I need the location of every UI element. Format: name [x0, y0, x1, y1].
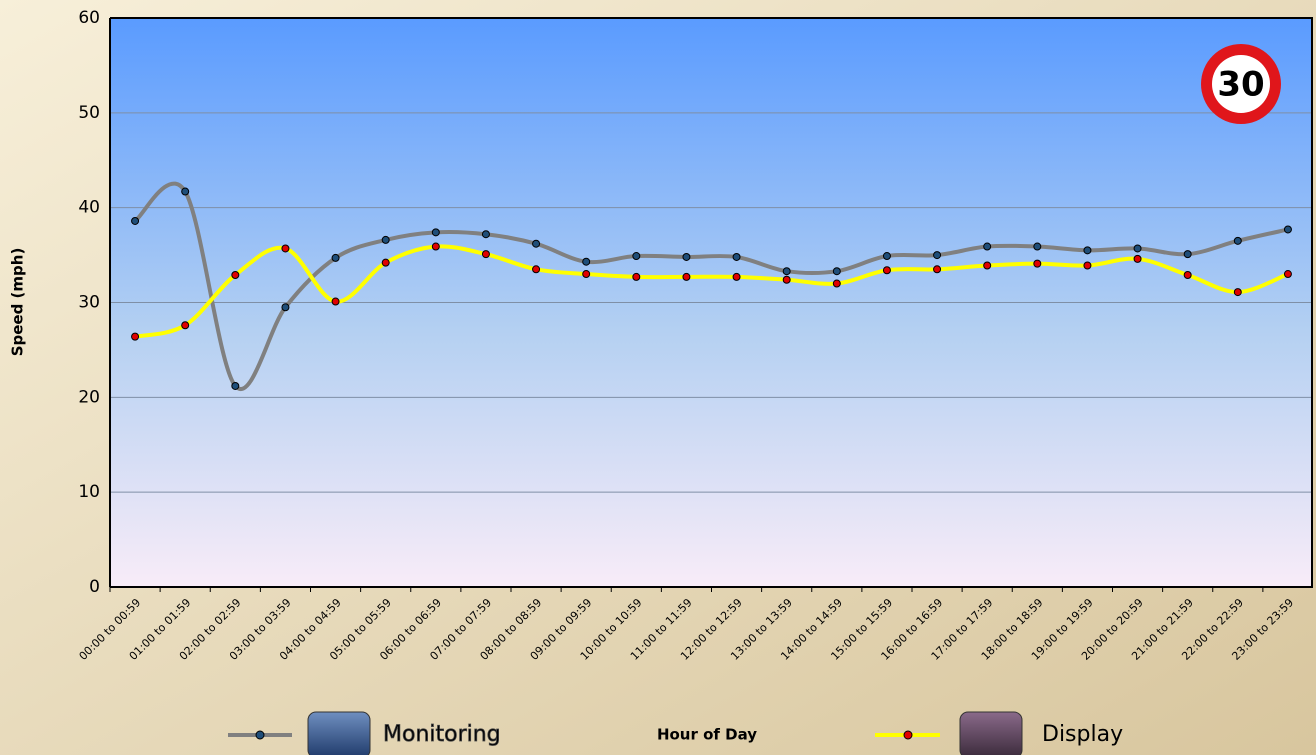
data-point	[382, 259, 389, 266]
legend-icon	[308, 712, 370, 755]
data-point	[1234, 237, 1241, 244]
x-axis-label: Hour of Day	[657, 726, 757, 744]
data-point	[934, 266, 941, 273]
data-point	[382, 236, 389, 243]
data-point	[683, 253, 690, 260]
data-point	[984, 243, 991, 250]
data-point	[1134, 255, 1141, 262]
plot-border	[1311, 18, 1313, 587]
data-point	[1234, 289, 1241, 296]
legend-label: Monitoring	[383, 722, 501, 747]
data-point	[783, 276, 790, 283]
data-point	[934, 252, 941, 259]
data-point	[583, 271, 590, 278]
legend-marker	[904, 731, 912, 739]
data-point	[232, 271, 239, 278]
data-point	[883, 253, 890, 260]
y-tick-label: 60	[78, 8, 100, 28]
y-tick-label: 40	[78, 198, 100, 218]
data-point	[533, 266, 540, 273]
y-tick-label: 30	[78, 293, 100, 313]
data-point	[733, 273, 740, 280]
data-point	[282, 245, 289, 252]
data-point	[833, 280, 840, 287]
data-point	[633, 253, 640, 260]
data-point	[482, 231, 489, 238]
data-point	[883, 267, 890, 274]
data-point	[533, 240, 540, 247]
sign-text: 30	[1217, 65, 1264, 105]
data-point	[1034, 243, 1041, 250]
data-point	[984, 262, 991, 269]
data-point	[1284, 226, 1291, 233]
data-point	[132, 333, 139, 340]
data-point	[232, 382, 239, 389]
data-point	[1184, 251, 1191, 258]
data-point	[1034, 260, 1041, 267]
data-point	[132, 217, 139, 224]
data-point	[733, 253, 740, 260]
data-point	[432, 243, 439, 250]
data-point	[1284, 271, 1291, 278]
y-tick-label: 0	[89, 577, 100, 597]
data-point	[282, 304, 289, 311]
data-point	[432, 229, 439, 236]
data-point	[1184, 271, 1191, 278]
data-point	[182, 188, 189, 195]
data-point	[332, 298, 339, 305]
data-point	[633, 273, 640, 280]
data-point	[1084, 247, 1091, 254]
plot-border	[110, 17, 1313, 19]
speed-sign: 30	[1201, 44, 1281, 124]
data-point	[332, 254, 339, 261]
data-point	[683, 273, 690, 280]
data-point	[833, 268, 840, 275]
data-point	[1134, 245, 1141, 252]
y-axis-label: Speed (mph)	[9, 248, 27, 357]
y-tick-label: 50	[78, 103, 100, 123]
data-point	[1084, 262, 1091, 269]
data-point	[182, 322, 189, 329]
y-tick-label: 20	[78, 387, 100, 407]
data-point	[482, 251, 489, 258]
legend-icon	[960, 712, 1022, 755]
data-point	[583, 258, 590, 265]
chart: Speed (mph) 30 Monitoring Display Hour o…	[0, 0, 1316, 755]
y-tick-label: 10	[78, 482, 100, 502]
legend-marker	[256, 731, 264, 739]
data-point	[783, 268, 790, 275]
legend-label: Display	[1042, 722, 1123, 747]
